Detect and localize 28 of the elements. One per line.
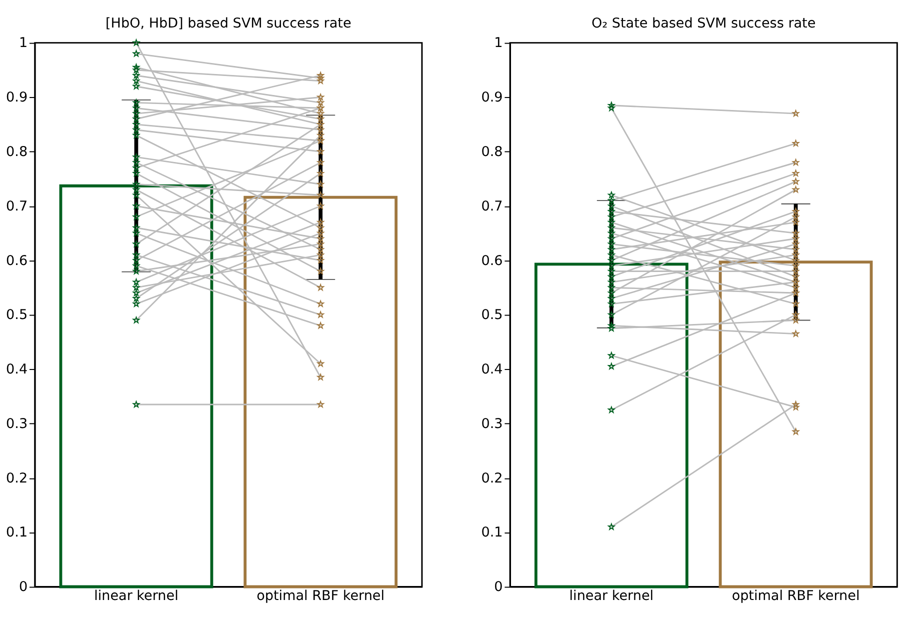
y-tick-label: 1 xyxy=(494,35,503,52)
y-tick-label: 1 xyxy=(18,35,28,52)
y-tick-label: 0.1 xyxy=(481,524,503,541)
y-tick-label: 0.6 xyxy=(481,252,503,269)
y-tick-label: 0.9 xyxy=(481,90,503,106)
y-tick-label: 0.1 xyxy=(6,524,28,541)
chart-title: O₂ State based SVM success rate xyxy=(592,15,816,32)
y-tick-label: 0.7 xyxy=(481,198,503,214)
chart-title: [HbO, HbD] based SVM success rate xyxy=(106,15,352,32)
y-tick-label: 0.6 xyxy=(6,252,28,269)
y-tick-label: 0.5 xyxy=(481,307,503,324)
y-tick-label: 0.8 xyxy=(481,144,503,160)
y-tick-label: 0.8 xyxy=(6,144,28,160)
y-tick-label: 0.3 xyxy=(6,416,28,432)
x-tick-label: linear kernel xyxy=(94,588,178,604)
y-tick-label: 0.4 xyxy=(6,362,28,378)
y-tick-label: 0.5 xyxy=(6,307,28,324)
y-tick-label: 0.9 xyxy=(6,90,28,106)
x-tick-label: optimal RBF kernel xyxy=(256,588,385,604)
y-tick-label: 0.2 xyxy=(481,470,503,486)
y-tick-label: 0 xyxy=(494,579,503,596)
x-tick-label: optimal RBF kernel xyxy=(732,588,860,604)
x-tick-label: linear kernel xyxy=(569,588,654,604)
y-tick-label: 0.4 xyxy=(481,362,503,378)
y-tick-label: 0.7 xyxy=(6,198,28,214)
y-tick-label: 0 xyxy=(18,579,28,596)
y-tick-label: 0.3 xyxy=(481,416,503,432)
y-tick-label: 0.2 xyxy=(6,470,28,486)
